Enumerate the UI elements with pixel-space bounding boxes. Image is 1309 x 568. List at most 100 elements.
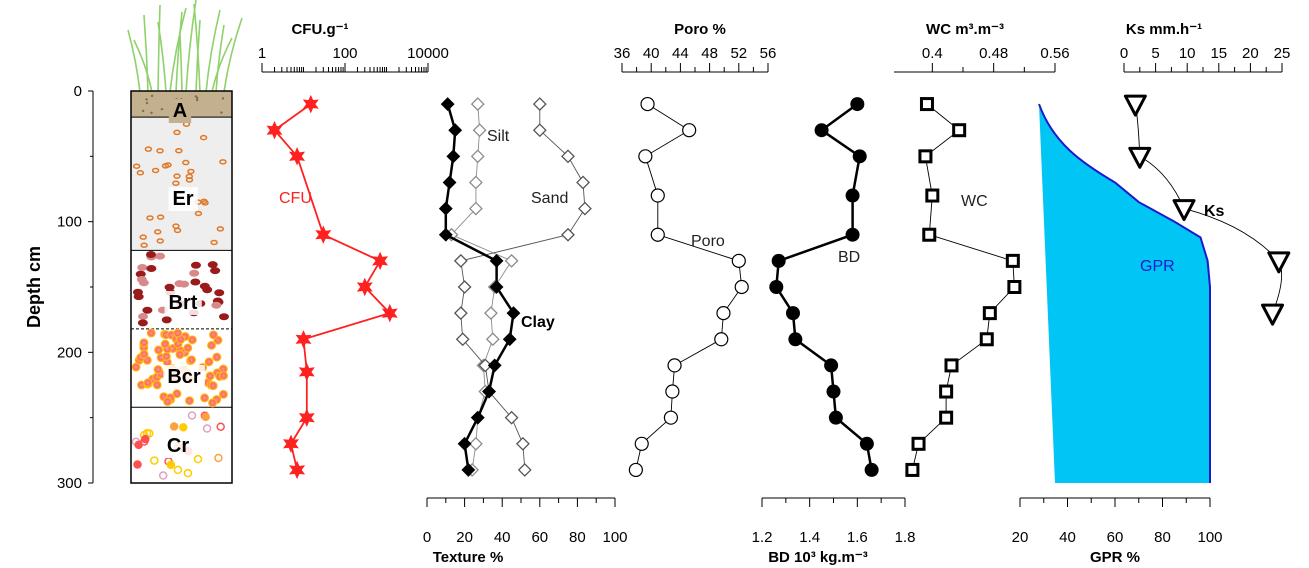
mottle: [214, 289, 225, 297]
mottle: [204, 357, 214, 367]
gpr-axis: 20 40 60 80 100 GPR %: [1012, 497, 1223, 566]
mottle: [183, 468, 193, 478]
data-point-wc: [939, 384, 954, 399]
mottle: [166, 460, 176, 470]
data-point-bd: [859, 436, 874, 451]
data-point-clay: [502, 332, 517, 347]
grass-blade: [175, 11, 183, 93]
data-point-cfu: [302, 94, 319, 114]
mottle: [189, 269, 200, 277]
gpr-tick-label: 80: [1154, 529, 1171, 546]
mottle: [156, 214, 165, 220]
mottle: [199, 134, 208, 141]
mottle: [146, 328, 156, 338]
texture-tick-label: 60: [531, 529, 548, 546]
gpr-line: [1038, 103, 1211, 483]
mottle: [173, 173, 181, 179]
wc-tick-label: 0.48: [979, 45, 1008, 62]
depth-tick-label: 100: [57, 214, 82, 231]
ks-tick-label: 10: [1179, 45, 1196, 62]
bd-tick-label: 1.8: [895, 529, 916, 546]
mottle: [172, 389, 182, 399]
data-point-silt: [468, 201, 483, 216]
series-gpr: [1038, 103, 1211, 484]
mottle: [138, 312, 149, 320]
mottle: [175, 350, 185, 360]
cfu-tick-label: 10000: [407, 45, 449, 62]
grass-blade: [193, 3, 201, 93]
mottle: [151, 167, 160, 174]
poro-tick-label: 40: [643, 45, 660, 62]
mottle: [145, 250, 156, 258]
mottle: [182, 159, 190, 166]
data-point-poro: [731, 253, 746, 268]
data-point-wc: [944, 358, 959, 373]
mottle: [202, 286, 213, 294]
wc-series-label: WC: [961, 193, 988, 210]
mottle: [132, 163, 141, 169]
data-point-cfu: [266, 120, 283, 140]
mottle: [160, 339, 170, 349]
data-point-wc: [982, 306, 997, 321]
panel-bd: 1.2 1.4 1.6 1.8 BD 10³ kg.m⁻³: [752, 97, 916, 566]
data-point-poro: [640, 96, 655, 112]
cfu-tick-label: 100: [332, 45, 357, 62]
data-point-clay: [489, 280, 504, 294]
texture-axis: 0 20 40 60 80 100 Texture %: [423, 497, 628, 566]
clay-series-label: Clay: [521, 314, 555, 331]
mottle: [187, 168, 195, 175]
data-point-bd: [785, 306, 800, 321]
ks-axis: 0 5 10 15 20 25 Ks mm.h⁻¹: [1120, 21, 1291, 73]
data-point-clay: [448, 123, 463, 138]
mottle: [187, 411, 197, 420]
data-point-sand: [515, 436, 530, 451]
mottle: [208, 398, 218, 408]
series-line-cfu: [273, 103, 392, 471]
texture-tick-label: 0: [423, 529, 431, 546]
mottle: [208, 330, 218, 340]
data-point-sand: [532, 97, 547, 111]
data-point-cfu: [298, 362, 315, 382]
data-point-poro: [638, 149, 653, 164]
grass-blade: [157, 4, 161, 93]
mottle: [195, 98, 199, 102]
mottle: [140, 437, 149, 446]
bd-tick-label: 1.6: [847, 529, 868, 546]
cfu-series-label: CFU: [279, 190, 312, 207]
gpr-tick-label: 20: [1012, 529, 1029, 546]
horizon-label-background: [162, 434, 194, 458]
mottle: [195, 96, 199, 100]
bd-axis: 1.2 1.4 1.6 1.8 BD 10³ kg.m⁻³: [752, 497, 916, 566]
mottle: [201, 412, 210, 422]
data-point-clay: [470, 410, 485, 425]
ks-tick-label: 5: [1151, 45, 1159, 62]
grass-blade: [211, 37, 233, 93]
data-point-clay: [482, 384, 496, 399]
wc-tick-label: 0.56: [1040, 45, 1069, 62]
bd-tick-label: 1.2: [752, 529, 773, 546]
mottle: [142, 306, 153, 314]
data-point-clay: [506, 306, 521, 321]
mottle: [140, 242, 148, 248]
mottle: [154, 345, 164, 355]
silt-series-label: Silt: [487, 128, 510, 145]
poro-axis: 36 40 44 48 52 56 Poro %: [614, 21, 776, 73]
mottle: [200, 393, 210, 403]
ks-tick-label: 25: [1274, 45, 1291, 62]
mottle: [172, 180, 180, 186]
horizon-label-background: [164, 291, 202, 315]
data-point-poro: [634, 436, 649, 451]
horizon-er: [131, 117, 232, 251]
data-point-wc: [939, 410, 954, 425]
mottle: [145, 98, 148, 101]
mottle: [210, 239, 218, 246]
data-point-bd: [769, 280, 784, 294]
cfu-tick-label: 1: [258, 45, 266, 62]
data-point-wc: [911, 436, 926, 451]
data-point-silt: [470, 149, 485, 164]
mottle: [207, 261, 218, 269]
data-point-clay: [446, 149, 461, 164]
mottle: [150, 456, 159, 465]
mottle: [155, 252, 166, 260]
